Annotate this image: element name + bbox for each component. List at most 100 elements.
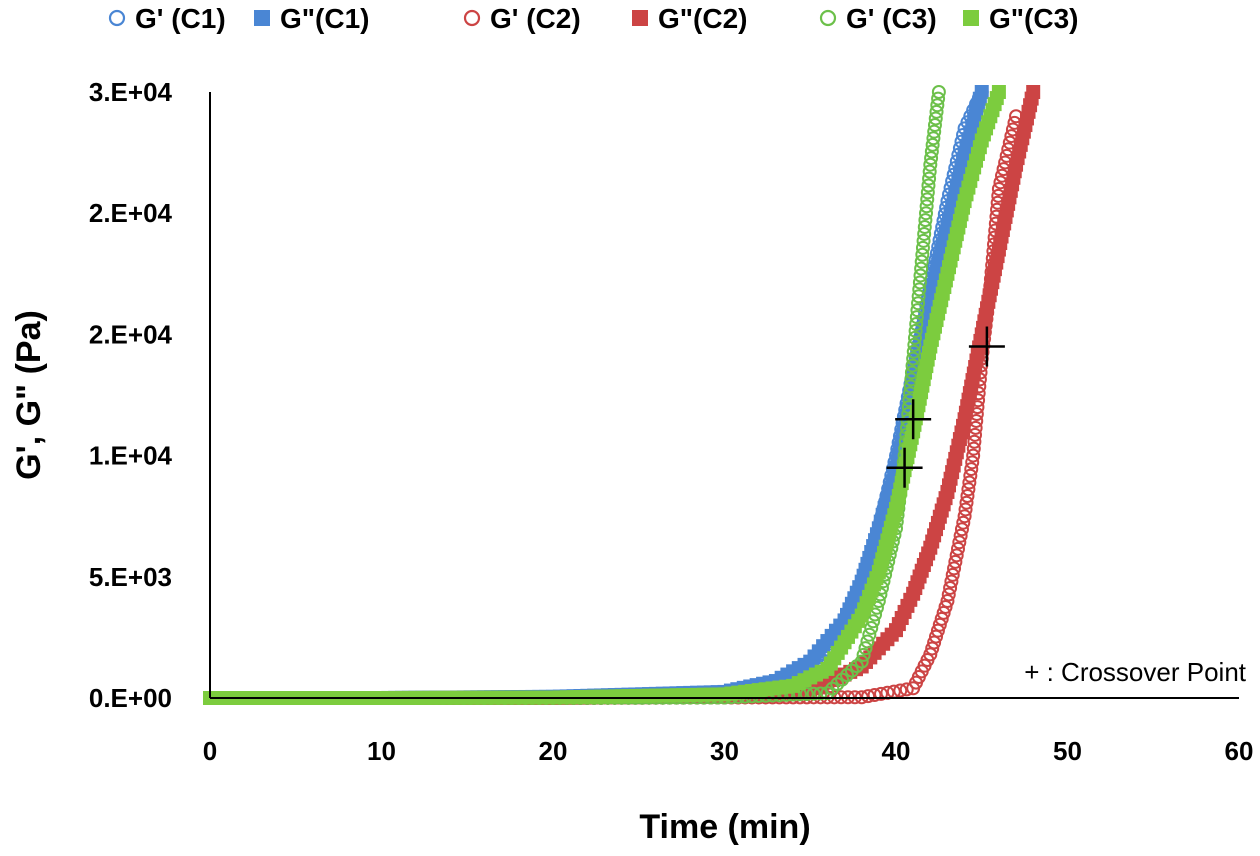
- legend-marker: [963, 10, 979, 26]
- data-point: [916, 233, 931, 248]
- data-point: [930, 98, 945, 113]
- data-point: [966, 448, 981, 463]
- legend-label: G"(C1): [280, 3, 370, 34]
- data-point: [924, 144, 939, 159]
- plot-area: [203, 85, 1041, 705]
- data-point: [962, 475, 977, 490]
- data-point: [929, 104, 944, 119]
- data-point: [931, 91, 946, 106]
- data-point: [921, 178, 936, 193]
- data-point: [915, 247, 930, 262]
- data-point: [968, 427, 983, 442]
- data-point: [911, 289, 926, 304]
- x-axis-title: Time (min): [639, 808, 810, 846]
- y-tick-label: 1.E+04: [89, 441, 173, 471]
- data-point: [909, 310, 924, 325]
- axes: 0 10 20 30 40 50 60 0.E+00 5.E+03 1.E+04 2.E+04 2.E…: [89, 77, 1254, 766]
- data-point: [954, 522, 969, 537]
- data-point: [920, 185, 935, 200]
- x-tick-label: 50: [1053, 736, 1082, 766]
- data-point: [963, 468, 978, 483]
- data-point: [964, 462, 979, 477]
- data-point: [945, 567, 960, 582]
- series-5: [203, 85, 1006, 705]
- data-point: [919, 199, 934, 214]
- y-tick-label: 0.E+00: [89, 683, 172, 713]
- data-point: [922, 164, 937, 179]
- data-point: [951, 541, 966, 556]
- data-point: [918, 213, 933, 228]
- data-point: [806, 686, 821, 701]
- data-point: [813, 686, 828, 701]
- data-point: [957, 509, 972, 524]
- data-point: [893, 683, 908, 698]
- x-tick-label: 0: [203, 736, 217, 766]
- data-point: [913, 268, 928, 283]
- data-point: [919, 206, 934, 221]
- data-point: [911, 296, 926, 311]
- data-point: [873, 686, 888, 701]
- data-point: [917, 220, 932, 235]
- data-point: [922, 171, 937, 186]
- data-point: [940, 594, 955, 609]
- x-tick-label: 60: [1225, 736, 1254, 766]
- data-point: [925, 137, 940, 152]
- data-point: [860, 634, 875, 649]
- data-point: [799, 687, 814, 702]
- data-point: [915, 240, 930, 255]
- data-point: [867, 688, 882, 703]
- data-point: [947, 561, 962, 576]
- x-tick-label: 40: [882, 736, 911, 766]
- legend-marker: [108, 9, 126, 27]
- y-axis-title: G', G" (Pa): [10, 310, 48, 480]
- x-tick-label: 30: [710, 736, 739, 766]
- y-tick-label: 3.E+04: [89, 77, 173, 107]
- y-tick-label: 2.E+04: [89, 198, 173, 228]
- data-point: [966, 441, 981, 456]
- data-point: [959, 495, 974, 510]
- data-point: [905, 358, 920, 373]
- data-point: [907, 330, 922, 345]
- data-point: [908, 323, 923, 338]
- data-point: [948, 554, 963, 569]
- crossover-note: + : Crossover Point: [1024, 657, 1247, 687]
- data-point: [924, 151, 939, 166]
- data-point: [958, 502, 973, 517]
- data-point: [943, 580, 958, 595]
- data-point: [917, 226, 932, 241]
- data-point: [920, 192, 935, 207]
- data-point: [854, 654, 869, 669]
- data-point: [941, 587, 956, 602]
- data-point: [912, 282, 927, 297]
- data-point: [953, 528, 968, 543]
- data-point: [991, 85, 1006, 99]
- data-point: [910, 303, 925, 318]
- legend-marker: [463, 9, 481, 27]
- data-point: [906, 344, 921, 359]
- legend-label: G' (C3): [846, 3, 937, 34]
- data-point: [960, 489, 975, 503]
- data-point: [899, 682, 914, 697]
- legend-label: G"(C2): [658, 3, 748, 34]
- data-point: [914, 254, 929, 269]
- data-point: [967, 434, 982, 449]
- data-point: [907, 337, 922, 352]
- data-point: [909, 317, 924, 332]
- data-point: [861, 689, 876, 704]
- data-point: [864, 620, 879, 635]
- data-point: [856, 647, 871, 662]
- data-point: [931, 85, 946, 99]
- data-point: [928, 111, 943, 126]
- legend-marker: [254, 10, 270, 26]
- data-point: [952, 535, 967, 550]
- y-tick-label: 5.E+03: [89, 562, 172, 592]
- data-point: [944, 574, 959, 589]
- data-point: [1026, 85, 1041, 99]
- y-tick-label: 2.E+04: [89, 319, 173, 349]
- legend-label: G' (C1): [135, 3, 226, 34]
- legend: G' (C1) G"(C1) G' (C2) G"(C2) G' (C3) G"(C3): [108, 3, 1079, 34]
- x-tick-label: 20: [539, 736, 568, 766]
- legend-label: G"(C3): [989, 3, 1079, 34]
